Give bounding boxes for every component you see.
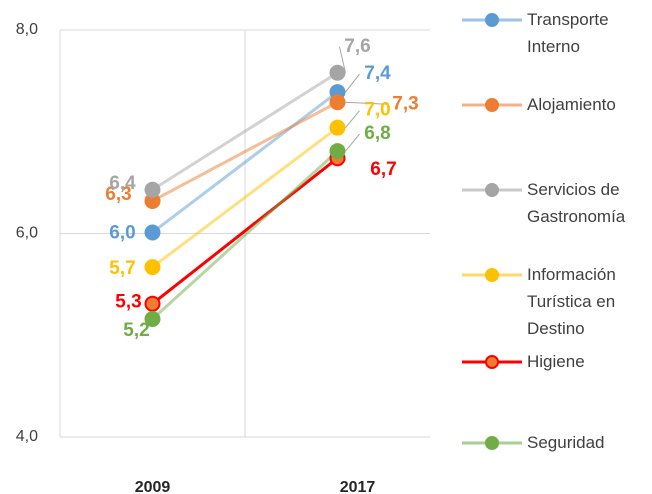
point	[144, 181, 161, 198]
point	[144, 310, 161, 327]
legend-label: Alojamiento	[527, 95, 616, 114]
x-tick-label: 2009	[135, 479, 171, 494]
value-label: 6,7	[370, 159, 396, 180]
leader-line	[345, 101, 388, 105]
value-label: 5,2	[123, 320, 149, 341]
point	[144, 224, 161, 241]
series-line	[151, 149, 339, 321]
series-line	[151, 71, 339, 192]
value-label: 7,3	[392, 93, 418, 114]
legend-marker	[485, 183, 499, 197]
legend-label: Servicios de Gastronomía	[527, 180, 626, 226]
value-label: 7,6	[344, 36, 370, 57]
value-label: 5,3	[115, 292, 141, 313]
series-line	[151, 126, 339, 269]
legend-label: Información Turística en Destino	[527, 265, 616, 338]
value-label: 6,8	[364, 123, 390, 144]
point	[329, 64, 346, 81]
value-label: 6,3	[105, 184, 131, 205]
leader-line	[345, 73, 360, 93]
value-label: 7,0	[364, 100, 390, 121]
point	[144, 259, 161, 276]
y-tick-label: 4,0	[16, 428, 38, 445]
value-label: 6,0	[109, 222, 135, 243]
point	[329, 94, 346, 111]
leader-line	[345, 133, 360, 152]
legend-marker	[485, 98, 499, 112]
leader-line	[345, 110, 360, 128]
point	[144, 295, 161, 312]
value-label: 7,4	[364, 63, 391, 84]
series-line	[151, 100, 339, 203]
legend-label: Transporte Interno	[527, 10, 609, 56]
legend-marker	[485, 436, 499, 450]
value-label: 5,7	[109, 258, 135, 279]
legend-marker	[485, 268, 499, 282]
legend-label: Seguridad	[527, 433, 605, 452]
y-tick-label: 6,0	[16, 225, 38, 242]
leader-line	[339, 46, 346, 73]
series-line	[151, 90, 339, 234]
y-tick-label: 8,0	[16, 21, 38, 38]
x-tick-label: 2017	[340, 479, 376, 494]
legend-label: Higiene	[527, 352, 585, 371]
legend-marker	[485, 13, 499, 27]
legend-marker	[485, 355, 499, 369]
value-label: 6,4	[109, 173, 136, 194]
point	[329, 119, 346, 136]
series-line	[151, 157, 339, 305]
point	[329, 143, 346, 160]
